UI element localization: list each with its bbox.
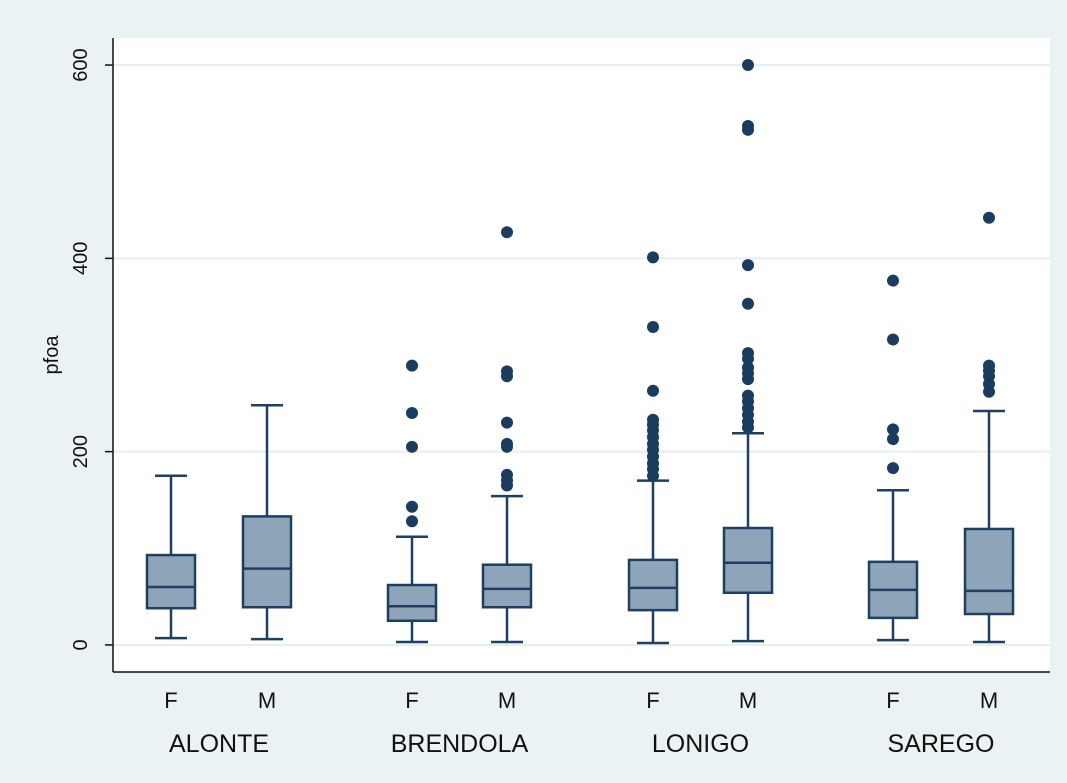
y-tick-label: 200 <box>70 435 92 468</box>
outlier-point <box>406 359 418 372</box>
box-brendola-f <box>386 359 438 644</box>
sex-label: F <box>164 688 177 713</box>
outlier-point <box>501 365 513 378</box>
group-label: ALONTE <box>169 730 269 758</box>
box-lonigo-m <box>722 59 774 643</box>
outlier-point <box>742 59 754 72</box>
sex-label: M <box>258 688 276 713</box>
boxes <box>145 59 1015 645</box>
y-axis-title: pfoa <box>41 335 63 375</box>
outlier-point <box>406 406 418 419</box>
outlier-point <box>501 416 513 429</box>
sex-label: M <box>498 688 516 713</box>
outlier-point <box>887 462 899 475</box>
box-alonte-f <box>145 474 197 640</box>
outlier-point <box>501 468 513 481</box>
box-alonte-m <box>241 404 293 641</box>
y-tick-label: 400 <box>70 242 92 275</box>
y-tick-label: 0 <box>70 639 92 650</box>
outlier-point <box>983 359 995 372</box>
box-brendola-m <box>481 226 533 644</box>
sex-label: M <box>980 688 998 713</box>
outlier-point <box>887 423 899 436</box>
outlier-point <box>742 119 754 132</box>
group-label: LONIGO <box>652 730 749 758</box>
sex-label: F <box>886 688 899 713</box>
outlier-point <box>647 384 659 397</box>
y-tick-label: 600 <box>70 48 92 81</box>
outlier-point <box>887 433 899 446</box>
axes <box>112 38 1050 673</box>
outlier-point <box>647 413 659 426</box>
outlier-point <box>501 437 513 450</box>
outlier-point <box>406 500 418 513</box>
box-sarego-f <box>867 274 919 642</box>
iqr-box <box>722 526 774 594</box>
sex-label: M <box>739 688 757 713</box>
outlier-point <box>406 440 418 453</box>
outlier-point <box>887 333 899 346</box>
outlier-point <box>647 251 659 264</box>
group-label: BRENDOLA <box>391 730 529 758</box>
iqr-box <box>386 583 438 623</box>
outlier-point <box>742 361 754 374</box>
iqr-box <box>627 558 679 612</box>
outlier-point <box>742 389 754 402</box>
category-labels: F M ALONTE F M BRENDOLA F M LONIGO F M SAREGO <box>164 688 998 758</box>
iqr-box <box>241 515 293 609</box>
sex-label: F <box>405 688 418 713</box>
sex-label: F <box>646 688 659 713</box>
box-sarego-m <box>963 211 1015 644</box>
iqr-box <box>145 553 197 610</box>
outlier-point <box>742 347 754 360</box>
outlier-point <box>742 297 754 310</box>
outlier-point <box>742 259 754 272</box>
group-label: SAREGO <box>888 730 995 758</box>
iqr-box <box>963 527 1015 616</box>
outlier-point <box>406 515 418 528</box>
box-lonigo-f <box>627 251 679 645</box>
iqr-box <box>481 563 533 609</box>
y-ticks: 0 200 400 600 <box>70 48 113 651</box>
gridlines <box>113 64 1050 646</box>
outlier-point <box>887 274 899 287</box>
outlier-point <box>983 211 995 224</box>
outlier-point <box>647 320 659 333</box>
outlier-point <box>501 226 513 239</box>
